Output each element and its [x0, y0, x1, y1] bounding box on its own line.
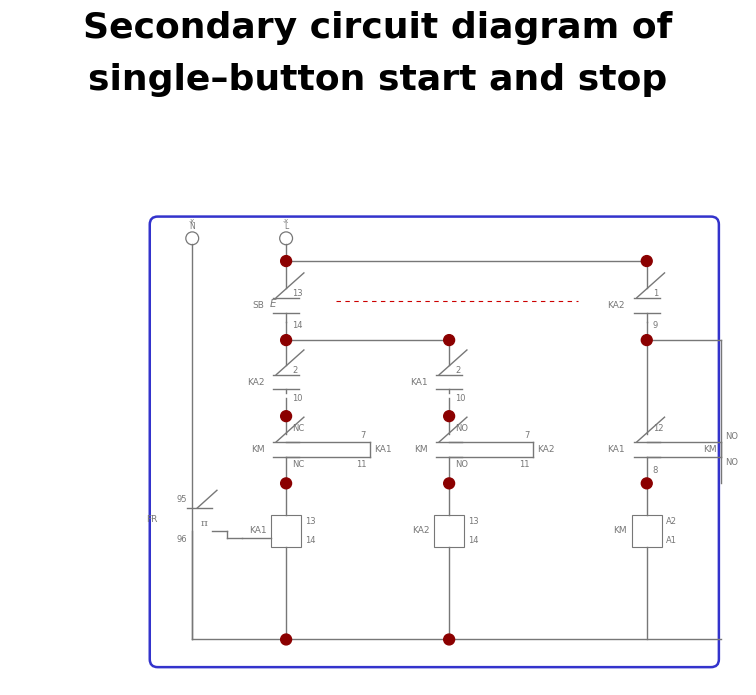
Circle shape [280, 335, 292, 345]
Text: 13: 13 [305, 517, 315, 526]
Text: 2: 2 [292, 366, 297, 375]
Text: KA1: KA1 [374, 445, 392, 454]
Text: A1: A1 [665, 536, 677, 545]
Bar [434, 515, 464, 546]
Text: 9: 9 [652, 321, 658, 330]
Text: NC: NC [292, 424, 304, 433]
Text: 13: 13 [292, 288, 302, 297]
Text: -X: -X [189, 220, 195, 224]
Text: KA1: KA1 [607, 445, 625, 454]
Circle shape [280, 478, 292, 489]
Text: NO: NO [725, 458, 738, 466]
Text: 12: 12 [652, 424, 663, 433]
Text: KA2: KA2 [247, 377, 265, 386]
Circle shape [444, 411, 454, 422]
Text: KM: KM [251, 445, 265, 454]
Text: NO: NO [455, 424, 468, 433]
Text: 96: 96 [177, 534, 187, 543]
Text: KM: KM [414, 445, 427, 454]
Text: 14: 14 [468, 536, 479, 545]
Text: FR: FR [147, 515, 158, 524]
Text: N: N [189, 222, 195, 231]
Text: L: L [284, 222, 288, 231]
Circle shape [641, 256, 652, 266]
Text: NO: NO [725, 432, 738, 441]
Text: 7: 7 [524, 431, 529, 440]
Circle shape [641, 478, 652, 489]
Text: 14: 14 [305, 536, 315, 545]
Circle shape [444, 634, 454, 645]
Text: NO: NO [455, 459, 468, 468]
Text: 1: 1 [652, 288, 658, 297]
Text: 14: 14 [292, 321, 302, 330]
Circle shape [641, 335, 652, 345]
Text: KA2: KA2 [537, 445, 555, 454]
Text: 2: 2 [455, 366, 460, 375]
Text: KA1: KA1 [249, 526, 266, 535]
Bar [632, 515, 662, 546]
Text: -X: -X [283, 220, 290, 224]
Text: A2: A2 [665, 517, 677, 526]
Text: KM: KM [613, 526, 627, 535]
Circle shape [280, 634, 292, 645]
Text: single–button start and stop: single–button start and stop [88, 63, 668, 97]
Text: 11: 11 [355, 459, 366, 468]
Text: π: π [200, 519, 207, 528]
Text: Secondary circuit diagram of: Secondary circuit diagram of [83, 11, 673, 45]
Text: KA1: KA1 [410, 377, 427, 386]
Text: KM: KM [703, 445, 717, 454]
Bar [271, 515, 301, 546]
Text: NC: NC [292, 459, 304, 468]
Text: SB: SB [253, 301, 265, 310]
Text: KA2: KA2 [412, 526, 429, 535]
Text: 95: 95 [177, 495, 187, 504]
Circle shape [280, 256, 292, 266]
Text: 10: 10 [455, 395, 466, 403]
Text: 8: 8 [652, 466, 658, 475]
Circle shape [444, 478, 454, 489]
Text: KA2: KA2 [608, 301, 625, 310]
FancyBboxPatch shape [150, 217, 719, 667]
Text: 13: 13 [468, 517, 479, 526]
Circle shape [444, 335, 454, 345]
Text: 7: 7 [361, 431, 366, 440]
Text: 11: 11 [519, 459, 529, 468]
Text: E: E [270, 299, 276, 309]
Text: 10: 10 [292, 395, 302, 403]
Circle shape [280, 411, 292, 422]
